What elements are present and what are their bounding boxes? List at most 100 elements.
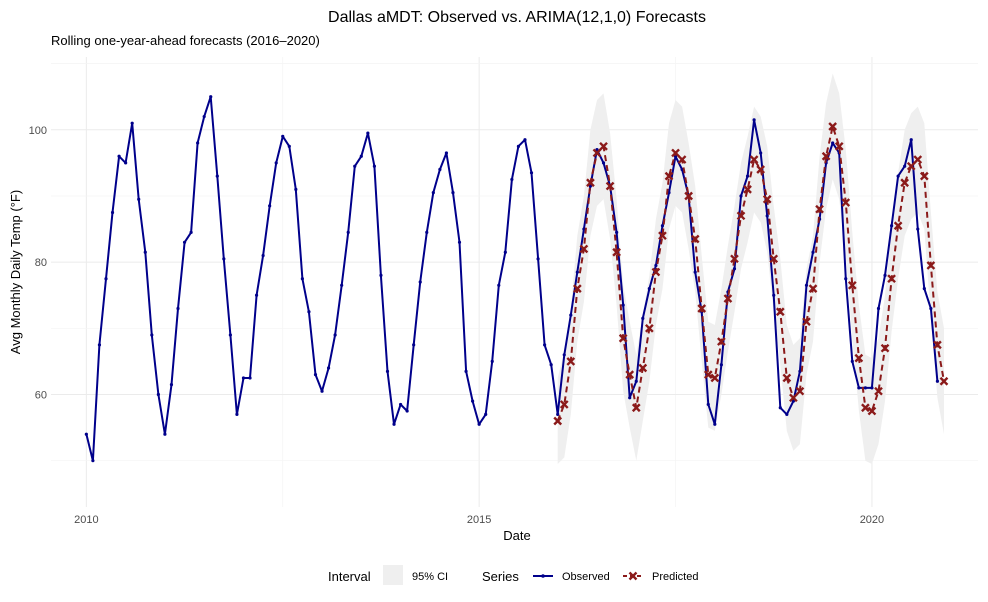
observed-point xyxy=(516,144,521,148)
predicted-marker xyxy=(795,386,805,396)
observed-point xyxy=(484,412,488,416)
observed-point xyxy=(929,306,933,311)
predicted-marker xyxy=(586,178,595,188)
observed-point xyxy=(398,402,403,407)
observed-point xyxy=(418,280,422,284)
observed-point xyxy=(176,306,180,311)
observed-point xyxy=(110,210,115,215)
observed-point xyxy=(713,422,717,426)
predicted-marker xyxy=(828,122,838,131)
observed-point xyxy=(248,376,252,380)
predicted-marker xyxy=(939,376,949,386)
observed-point xyxy=(333,333,337,337)
legend-ci-label: 95% CI xyxy=(412,571,448,583)
predicted-marker xyxy=(815,204,824,214)
observed-point xyxy=(189,230,193,234)
observed-point xyxy=(595,148,599,152)
observed-point xyxy=(353,164,357,168)
predicted-marker xyxy=(933,340,942,350)
y-axis-title: Avg Monthly Daily Temp (°F) xyxy=(8,190,23,354)
observed-point xyxy=(431,191,435,195)
observed-point xyxy=(143,250,147,254)
observed-point xyxy=(366,131,370,135)
predicted-marker xyxy=(913,155,923,164)
predicted-marker xyxy=(697,304,707,313)
observed-point xyxy=(804,283,809,287)
observed-point xyxy=(857,386,861,390)
predicted-marker xyxy=(906,161,916,171)
observed-point xyxy=(241,376,246,380)
predicted-marker xyxy=(867,406,877,416)
predicted-marker xyxy=(887,274,896,284)
observed-point xyxy=(896,174,900,178)
chart-subtitle: Rolling one-year-ahead forecasts (2016–2… xyxy=(51,33,320,48)
observed-point xyxy=(785,412,789,416)
observed-point xyxy=(765,214,769,218)
observed-point xyxy=(850,359,854,364)
observed-point xyxy=(156,392,160,397)
observed-point xyxy=(97,343,102,347)
observed-point xyxy=(732,267,737,271)
predicted-marker xyxy=(919,171,929,181)
predicted-marker xyxy=(710,373,720,383)
legend-observed-label: Observed xyxy=(562,571,610,583)
predicted-marker xyxy=(749,155,759,164)
legend: Interval 95% CI Series Observed Predicte… xyxy=(328,565,698,585)
confidence-band xyxy=(557,73,944,464)
observed-point xyxy=(883,273,887,277)
predicted-marker xyxy=(677,155,687,164)
predicted-marker xyxy=(769,254,779,264)
observed-series-layer xyxy=(84,95,940,463)
legend-series-title: Series xyxy=(482,569,519,584)
observed-point xyxy=(569,313,573,317)
observed-point xyxy=(471,399,475,403)
observed-point xyxy=(863,386,867,390)
observed-point xyxy=(739,194,743,198)
observed-point xyxy=(451,191,455,195)
predicted-marker xyxy=(671,148,680,158)
predicted-marker xyxy=(789,393,798,403)
observed-point xyxy=(372,164,377,168)
observed-point xyxy=(831,141,835,145)
observed-point xyxy=(876,306,881,311)
observed-point xyxy=(654,263,658,268)
predicted-marker xyxy=(703,370,713,379)
observed-point xyxy=(91,459,95,463)
predicted-marker xyxy=(900,178,910,188)
predicted-marker xyxy=(723,294,733,303)
predicted-marker xyxy=(638,363,648,373)
observed-point xyxy=(523,138,527,142)
observed-point xyxy=(346,230,350,234)
predicted-marker xyxy=(664,171,674,181)
predicted-marker xyxy=(631,403,641,413)
observed-point xyxy=(326,366,331,370)
observed-point xyxy=(759,151,763,155)
chart-title: Dallas aMDT: Observed vs. ARIMA(12,1,0) … xyxy=(328,9,706,26)
observed-point xyxy=(300,277,304,281)
predicted-marker xyxy=(808,284,818,293)
observed-point xyxy=(215,174,219,178)
predicted-marker xyxy=(756,165,766,174)
predicted-marker xyxy=(717,337,726,346)
predicted-marker xyxy=(926,261,936,270)
observed-point xyxy=(392,422,396,426)
observed-point xyxy=(556,412,560,416)
predicted-marker xyxy=(743,185,752,194)
observed-point xyxy=(130,121,134,125)
predicted-marker xyxy=(861,403,870,413)
legend-predicted-key xyxy=(623,571,643,581)
observed-point xyxy=(228,333,232,337)
observed-point xyxy=(169,382,174,387)
observed-point xyxy=(385,369,390,373)
observed-point xyxy=(163,432,167,436)
predicted-marker xyxy=(618,333,628,343)
observed-point xyxy=(778,406,782,410)
observed-point xyxy=(379,273,383,277)
predicted-marker xyxy=(684,191,693,201)
observed-point xyxy=(294,187,298,191)
x-axis-title: Date xyxy=(503,528,530,543)
predicted-marker xyxy=(579,244,589,254)
observed-point xyxy=(281,134,285,139)
observed-point xyxy=(287,144,291,148)
observed-point xyxy=(634,379,638,383)
